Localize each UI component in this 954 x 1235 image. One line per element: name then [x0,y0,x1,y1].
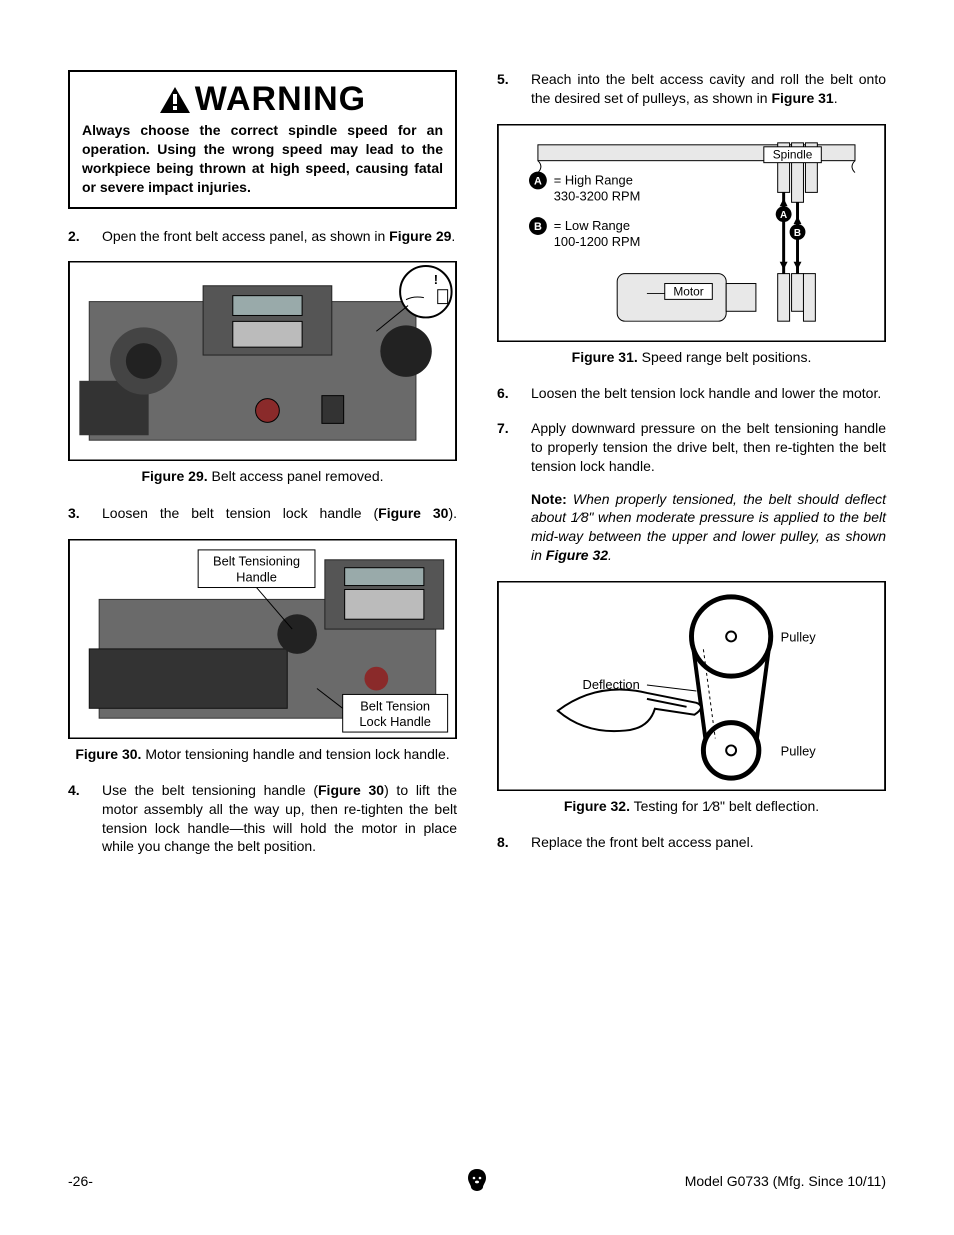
figure-32: Pulley Pulley Deflection Figure 32. Test… [497,581,886,815]
svg-text:Motor: Motor [673,284,703,298]
step-6: 6. Loosen the belt tension lock handle a… [497,384,886,403]
two-column-layout: WARNING Always choose the correct spindl… [68,70,886,872]
step-number: 8. [497,833,531,852]
figure-29-image: ! [68,261,457,461]
warning-triangle-icon [159,86,191,114]
svg-text:= High Range: = High Range [554,172,633,187]
left-steps: 2. Open the front belt access panel, as … [68,227,457,246]
right-steps-8: 8. Replace the front belt access panel. [497,833,886,852]
footer-logo-icon [464,1167,490,1196]
step-7: 7. Apply downward pressure on the belt t… [497,419,886,565]
step-number: 3. [68,504,102,523]
step-body: Loosen the belt tension lock handle and … [531,384,886,403]
svg-text:!: ! [434,272,438,287]
left-column: WARNING Always choose the correct spindl… [68,70,457,872]
figure-30: Belt Tensioning Handle Belt Tension Lock… [68,539,457,763]
figure-31: Spindle Motor A [497,124,886,366]
figure-32-image: Pulley Pulley Deflection [497,581,886,791]
step-number: 4. [68,781,102,857]
model-info: Model G0733 (Mfg. Since 10/11) [685,1173,886,1189]
step-8: 8. Replace the front belt access panel. [497,833,886,852]
step-body: Loosen the belt tension lock handle (Fig… [102,504,457,523]
svg-text:Deflection: Deflection [583,677,640,692]
svg-text:A: A [534,175,542,187]
figure-31-caption: Figure 31. Speed range belt positions. [497,348,886,366]
right-steps-5: 5. Reach into the belt access cavity and… [497,70,886,108]
step-7-note: Note: When properly tensioned, the belt … [531,490,886,566]
warning-box: WARNING Always choose the correct spindl… [68,70,457,209]
right-column: 5. Reach into the belt access cavity and… [497,70,886,872]
figure-29: ! Figure 29. Belt access panel removed. [68,261,457,485]
svg-text:A: A [780,210,787,221]
step-3: 3. Loosen the belt tension lock handle (… [68,504,457,523]
svg-text:100-1200 RPM: 100-1200 RPM [554,234,641,249]
step-number: 5. [497,70,531,108]
svg-text:Belt Tension: Belt Tension [360,698,430,713]
step-number: 2. [68,227,102,246]
figure-31-image: Spindle Motor A [497,124,886,342]
right-steps-67: 6. Loosen the belt tension lock handle a… [497,384,886,565]
svg-text:Pulley: Pulley [781,630,817,645]
figure-29-caption: Figure 29. Belt access panel removed. [68,467,457,485]
page-number: -26- [68,1173,93,1189]
page-footer: -26- Model G0733 (Mfg. Since 10/11) [68,1173,886,1189]
warning-header: WARNING [82,80,443,119]
svg-text:Spindle: Spindle [773,147,813,161]
step-5: 5. Reach into the belt access cavity and… [497,70,886,108]
svg-text:Belt Tensioning: Belt Tensioning [213,553,300,568]
warning-title: WARNING [195,80,366,118]
warning-body: Always choose the correct spindle speed … [82,121,443,197]
svg-text:330-3200 RPM: 330-3200 RPM [554,188,641,203]
step-body: Use the belt tensioning handle (Figure 3… [102,781,457,857]
step-4: 4. Use the belt tensioning handle (Figur… [68,781,457,857]
svg-text:Lock Handle: Lock Handle [359,714,431,729]
step-body: Apply downward pressure on the belt tens… [531,419,886,565]
left-steps-4: 4. Use the belt tensioning handle (Figur… [68,781,457,857]
svg-text:B: B [534,221,542,233]
svg-text:Pulley: Pulley [781,743,817,758]
svg-text:= Low Range: = Low Range [554,218,630,233]
step-number: 7. [497,419,531,565]
step-2: 2. Open the front belt access panel, as … [68,227,457,246]
svg-text:Handle: Handle [236,569,277,584]
left-steps-3: 3. Loosen the belt tension lock handle (… [68,504,457,523]
figure-30-caption: Figure 30. Motor tensioning handle and t… [68,745,457,763]
step-number: 6. [497,384,531,403]
svg-text:B: B [794,228,801,239]
step-body: Replace the front belt access panel. [531,833,886,852]
figure-30-image: Belt Tensioning Handle Belt Tension Lock… [68,539,457,739]
figure-32-caption: Figure 32. Testing for 1⁄8" belt deflect… [497,797,886,815]
step-body: Reach into the belt access cavity and ro… [531,70,886,108]
step-body: Open the front belt access panel, as sho… [102,227,457,246]
